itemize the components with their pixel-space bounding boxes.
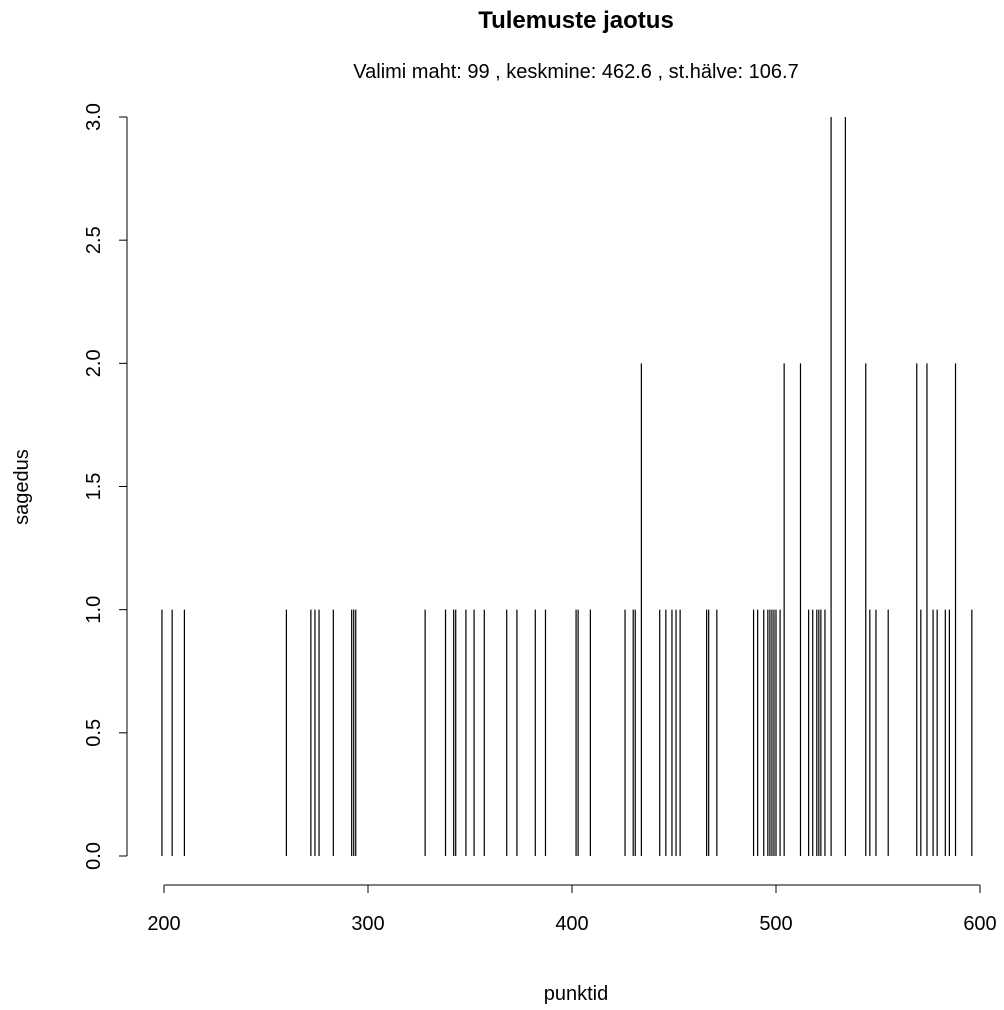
x-tick-label: 300 (351, 913, 384, 935)
chart-title: Tulemuste jaotus (478, 7, 674, 34)
x-tick-label: 600 (963, 913, 996, 935)
y-axis: 0.0 0.5 1.0 1.5 2.0 2.5 3.0 (83, 103, 128, 870)
y-tick-label: 2.5 (83, 226, 105, 254)
x-tick-label: 500 (759, 913, 792, 935)
y-axis-label: sagedus (11, 449, 33, 525)
y-tick-label: 0.5 (83, 719, 105, 747)
bars-group (161, 117, 973, 856)
chart-subtitle: Valimi maht: 99 , keskmine: 462.6 , st.h… (353, 61, 798, 83)
x-axis-label: punktid (544, 983, 609, 1005)
y-tick-label: 1.0 (83, 596, 105, 624)
y-tick-label: 2.0 (83, 349, 105, 377)
y-tick-label: 0.0 (83, 842, 105, 870)
x-tick-label: 200 (147, 913, 180, 935)
x-tick-label: 400 (555, 913, 588, 935)
y-tick-label: 3.0 (83, 103, 105, 131)
y-tick-label: 1.5 (83, 473, 105, 501)
x-axis: 200 300 400 500 600 (147, 884, 997, 935)
